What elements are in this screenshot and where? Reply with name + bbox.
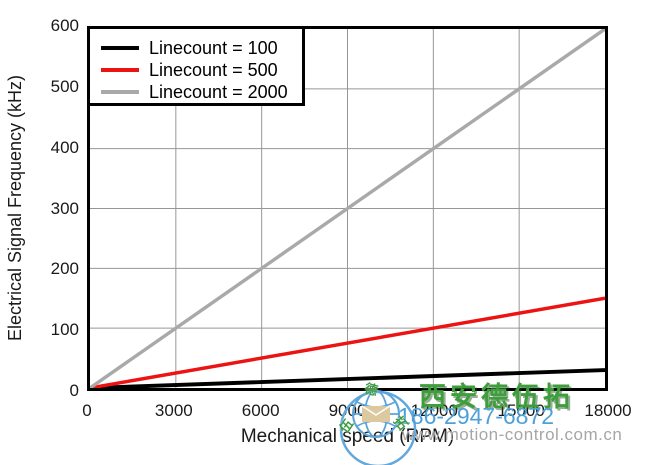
watermark-company-name: 西安德伍拓 (419, 382, 574, 412)
x-tick-label: 6000 (241, 401, 280, 420)
x-tick-label: 0 (82, 401, 92, 420)
y-tick-label: 300 (50, 198, 79, 218)
legend: Linecount = 100 Linecount = 500 Linecount … (87, 26, 305, 106)
series-line-3 (90, 29, 605, 388)
x-tick-label: 15000 (497, 401, 545, 420)
envelope-flap (361, 405, 391, 416)
x-tick-label: 9000 (328, 401, 367, 420)
globe-envelope-icon (339, 390, 417, 465)
y-tick-label: 200 (50, 259, 79, 279)
legend-swatch-line (101, 90, 139, 94)
plot-area: Linecount = 100 Linecount = 500 Linecount … (87, 26, 608, 391)
series-line-2 (90, 296, 605, 388)
x-axis-label: Mechanical speed (RPM) (240, 426, 455, 447)
legend-label: Linecount = 2000 (149, 81, 288, 102)
legend-item: Linecount = 100 (101, 37, 302, 59)
y-tick-label: 400 (50, 137, 79, 157)
x-tick-label: 12000 (410, 401, 458, 420)
legend-item: Linecount = 500 (101, 59, 302, 81)
plot-canvas (90, 29, 605, 388)
legend-swatch-line (101, 46, 139, 50)
series-line-1 (90, 368, 605, 388)
watermark-website-url: www.motion-control.com.cn (402, 425, 623, 444)
legend-label: Linecount = 500 (149, 59, 278, 80)
watermark-phone-number: 186-2947-6872 (398, 403, 555, 429)
x-tick-label: 18000 (584, 401, 632, 420)
y-tick-label: 0 (69, 381, 79, 400)
legend-label: Linecount = 100 (149, 37, 278, 58)
y-tick-label: 100 (50, 320, 79, 340)
legend-swatch-line (101, 68, 139, 72)
x-tick-label: 3000 (154, 401, 193, 420)
y-tick-label: 600 (50, 16, 79, 35)
legend-item: Linecount = 2000 (101, 81, 302, 103)
y-tick-label: 500 (50, 76, 79, 96)
